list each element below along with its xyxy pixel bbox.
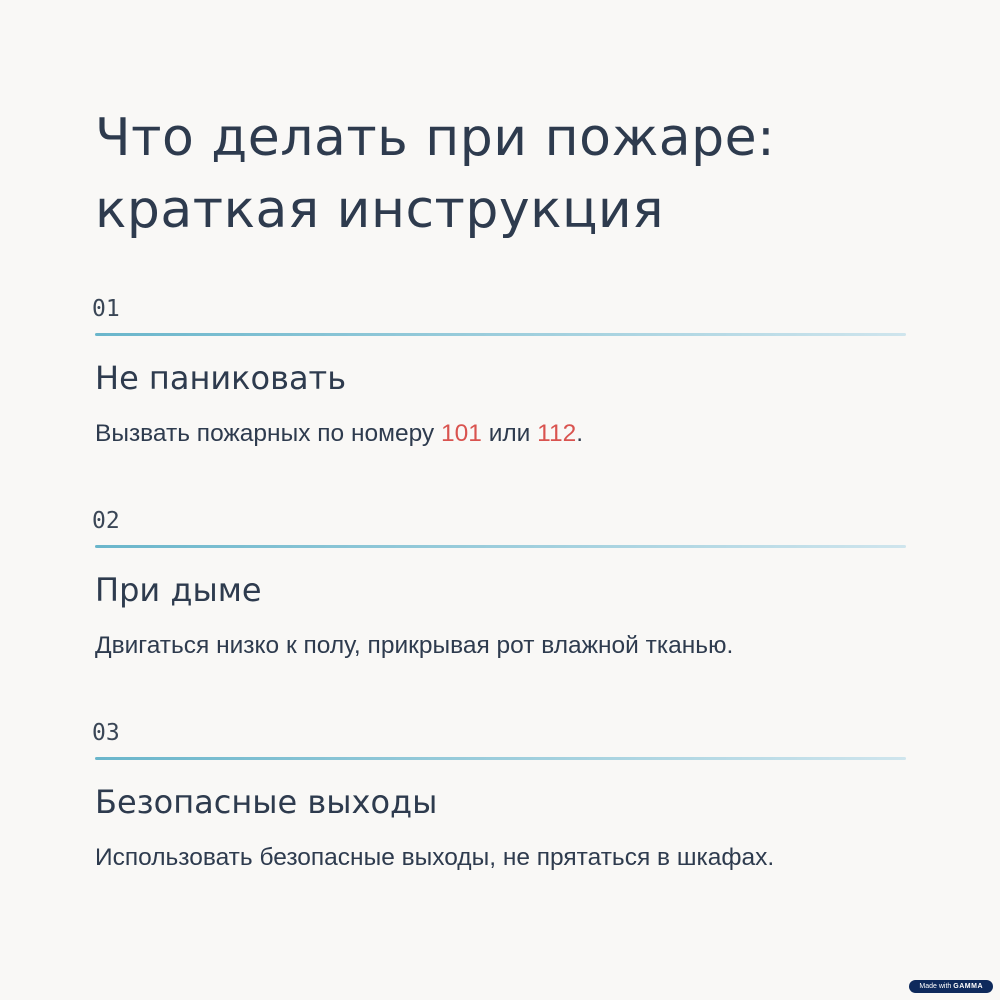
body-text: . [576, 420, 584, 447]
step-number: 01 [92, 296, 120, 322]
step-heading: Не паниковать [95, 359, 347, 397]
step-3: 03 Безопасные выходы Использовать безопа… [92, 718, 906, 874]
divider [95, 545, 906, 548]
body-text: Вызвать пожарных по номеру [95, 420, 441, 447]
step-heading: Безопасные выходы [95, 783, 438, 821]
step-body: Использовать безопасные выходы, не прята… [95, 844, 775, 871]
title-line-1: Что делать при пожаре: [95, 108, 776, 168]
page-title: Что делать при пожаре: краткая инструкци… [95, 102, 915, 246]
step-heading: При дыме [95, 571, 262, 609]
made-with-gamma-badge[interactable]: Made with GAMMA [909, 980, 993, 993]
phone-number-112: 112 [537, 420, 577, 447]
divider [95, 333, 906, 336]
badge-prefix: Made with [919, 983, 952, 990]
title-line-2: краткая инструкция [95, 180, 664, 240]
step-body: Двигаться низко к полу, прикрывая рот вл… [95, 632, 734, 659]
phone-number-101: 101 [441, 420, 482, 447]
step-1: 01 Не паниковать Вызвать пожарных по ном… [92, 294, 906, 450]
step-number: 02 [92, 508, 120, 534]
badge-brand: GAMMA [953, 983, 983, 990]
divider [95, 757, 906, 760]
step-body: Вызвать пожарных по номеру 101 или 112. [95, 418, 906, 450]
body-text: или [481, 420, 538, 447]
step-2: 02 При дыме Двигаться низко к полу, прик… [92, 506, 906, 662]
step-number: 03 [92, 720, 120, 746]
